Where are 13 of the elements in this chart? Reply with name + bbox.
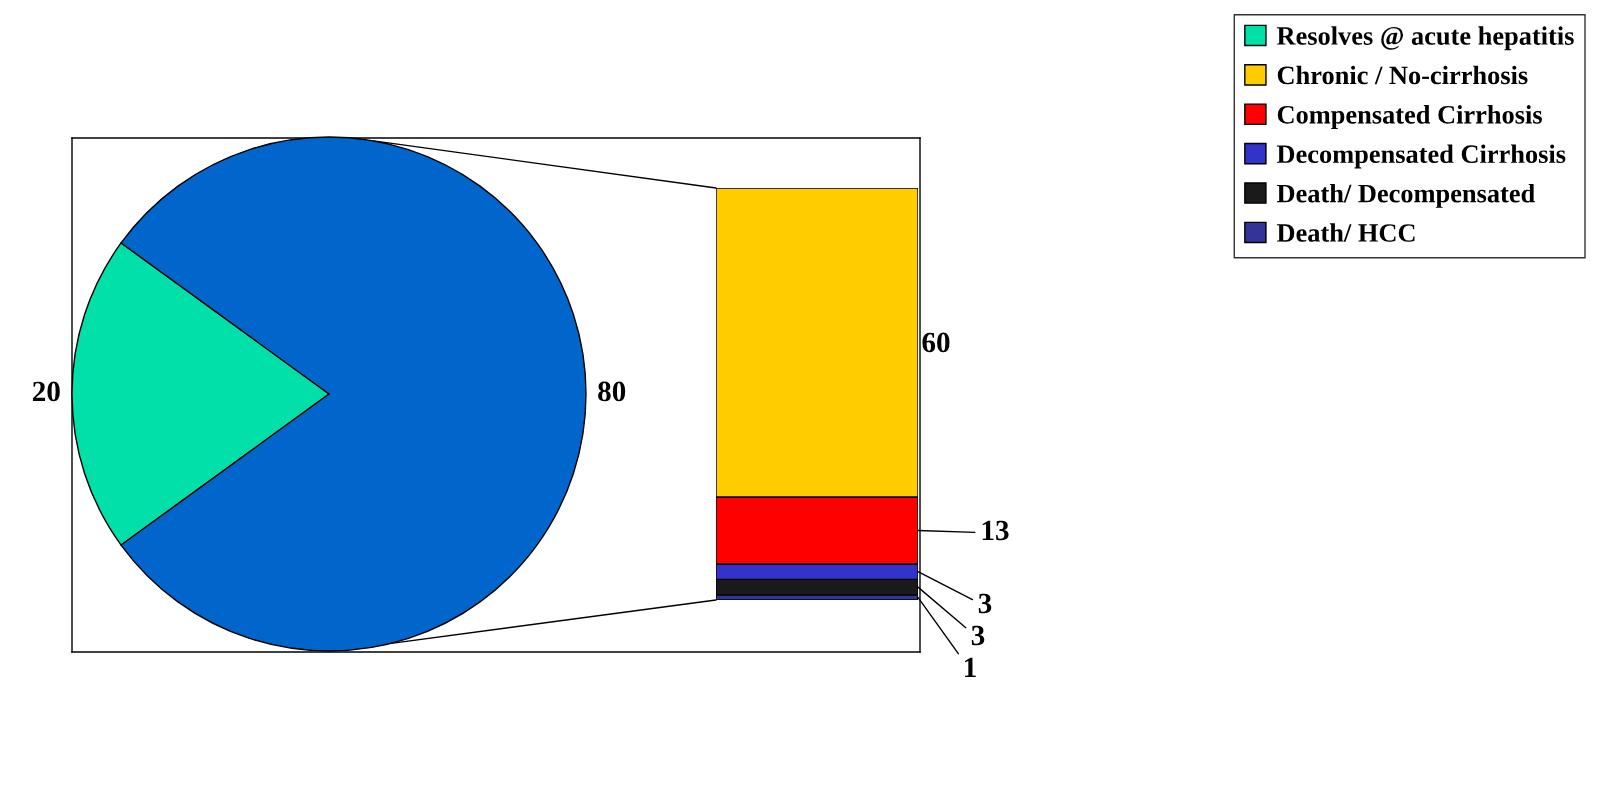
data-label: 3 [978,593,992,614]
legend-label: Resolves @ acute hepatitis [1276,26,1574,51]
legend-label: Compensated Cirrhosis [1277,105,1542,130]
data-label: 80 [598,381,626,402]
legend-label: Death/ Decompensated [1276,183,1535,208]
legend-label: Death/ HCC [1276,223,1415,242]
data-label: 1 [965,657,976,678]
legend-label: Chronic / No-cirrhosis [1277,65,1528,85]
data-label: 13 [982,520,1009,541]
legend-label: Decompensated Cirrhosis [1276,144,1566,169]
data-label: 60 [922,332,950,353]
data-label: 3 [971,625,985,646]
data-label: 20 [32,381,60,402]
